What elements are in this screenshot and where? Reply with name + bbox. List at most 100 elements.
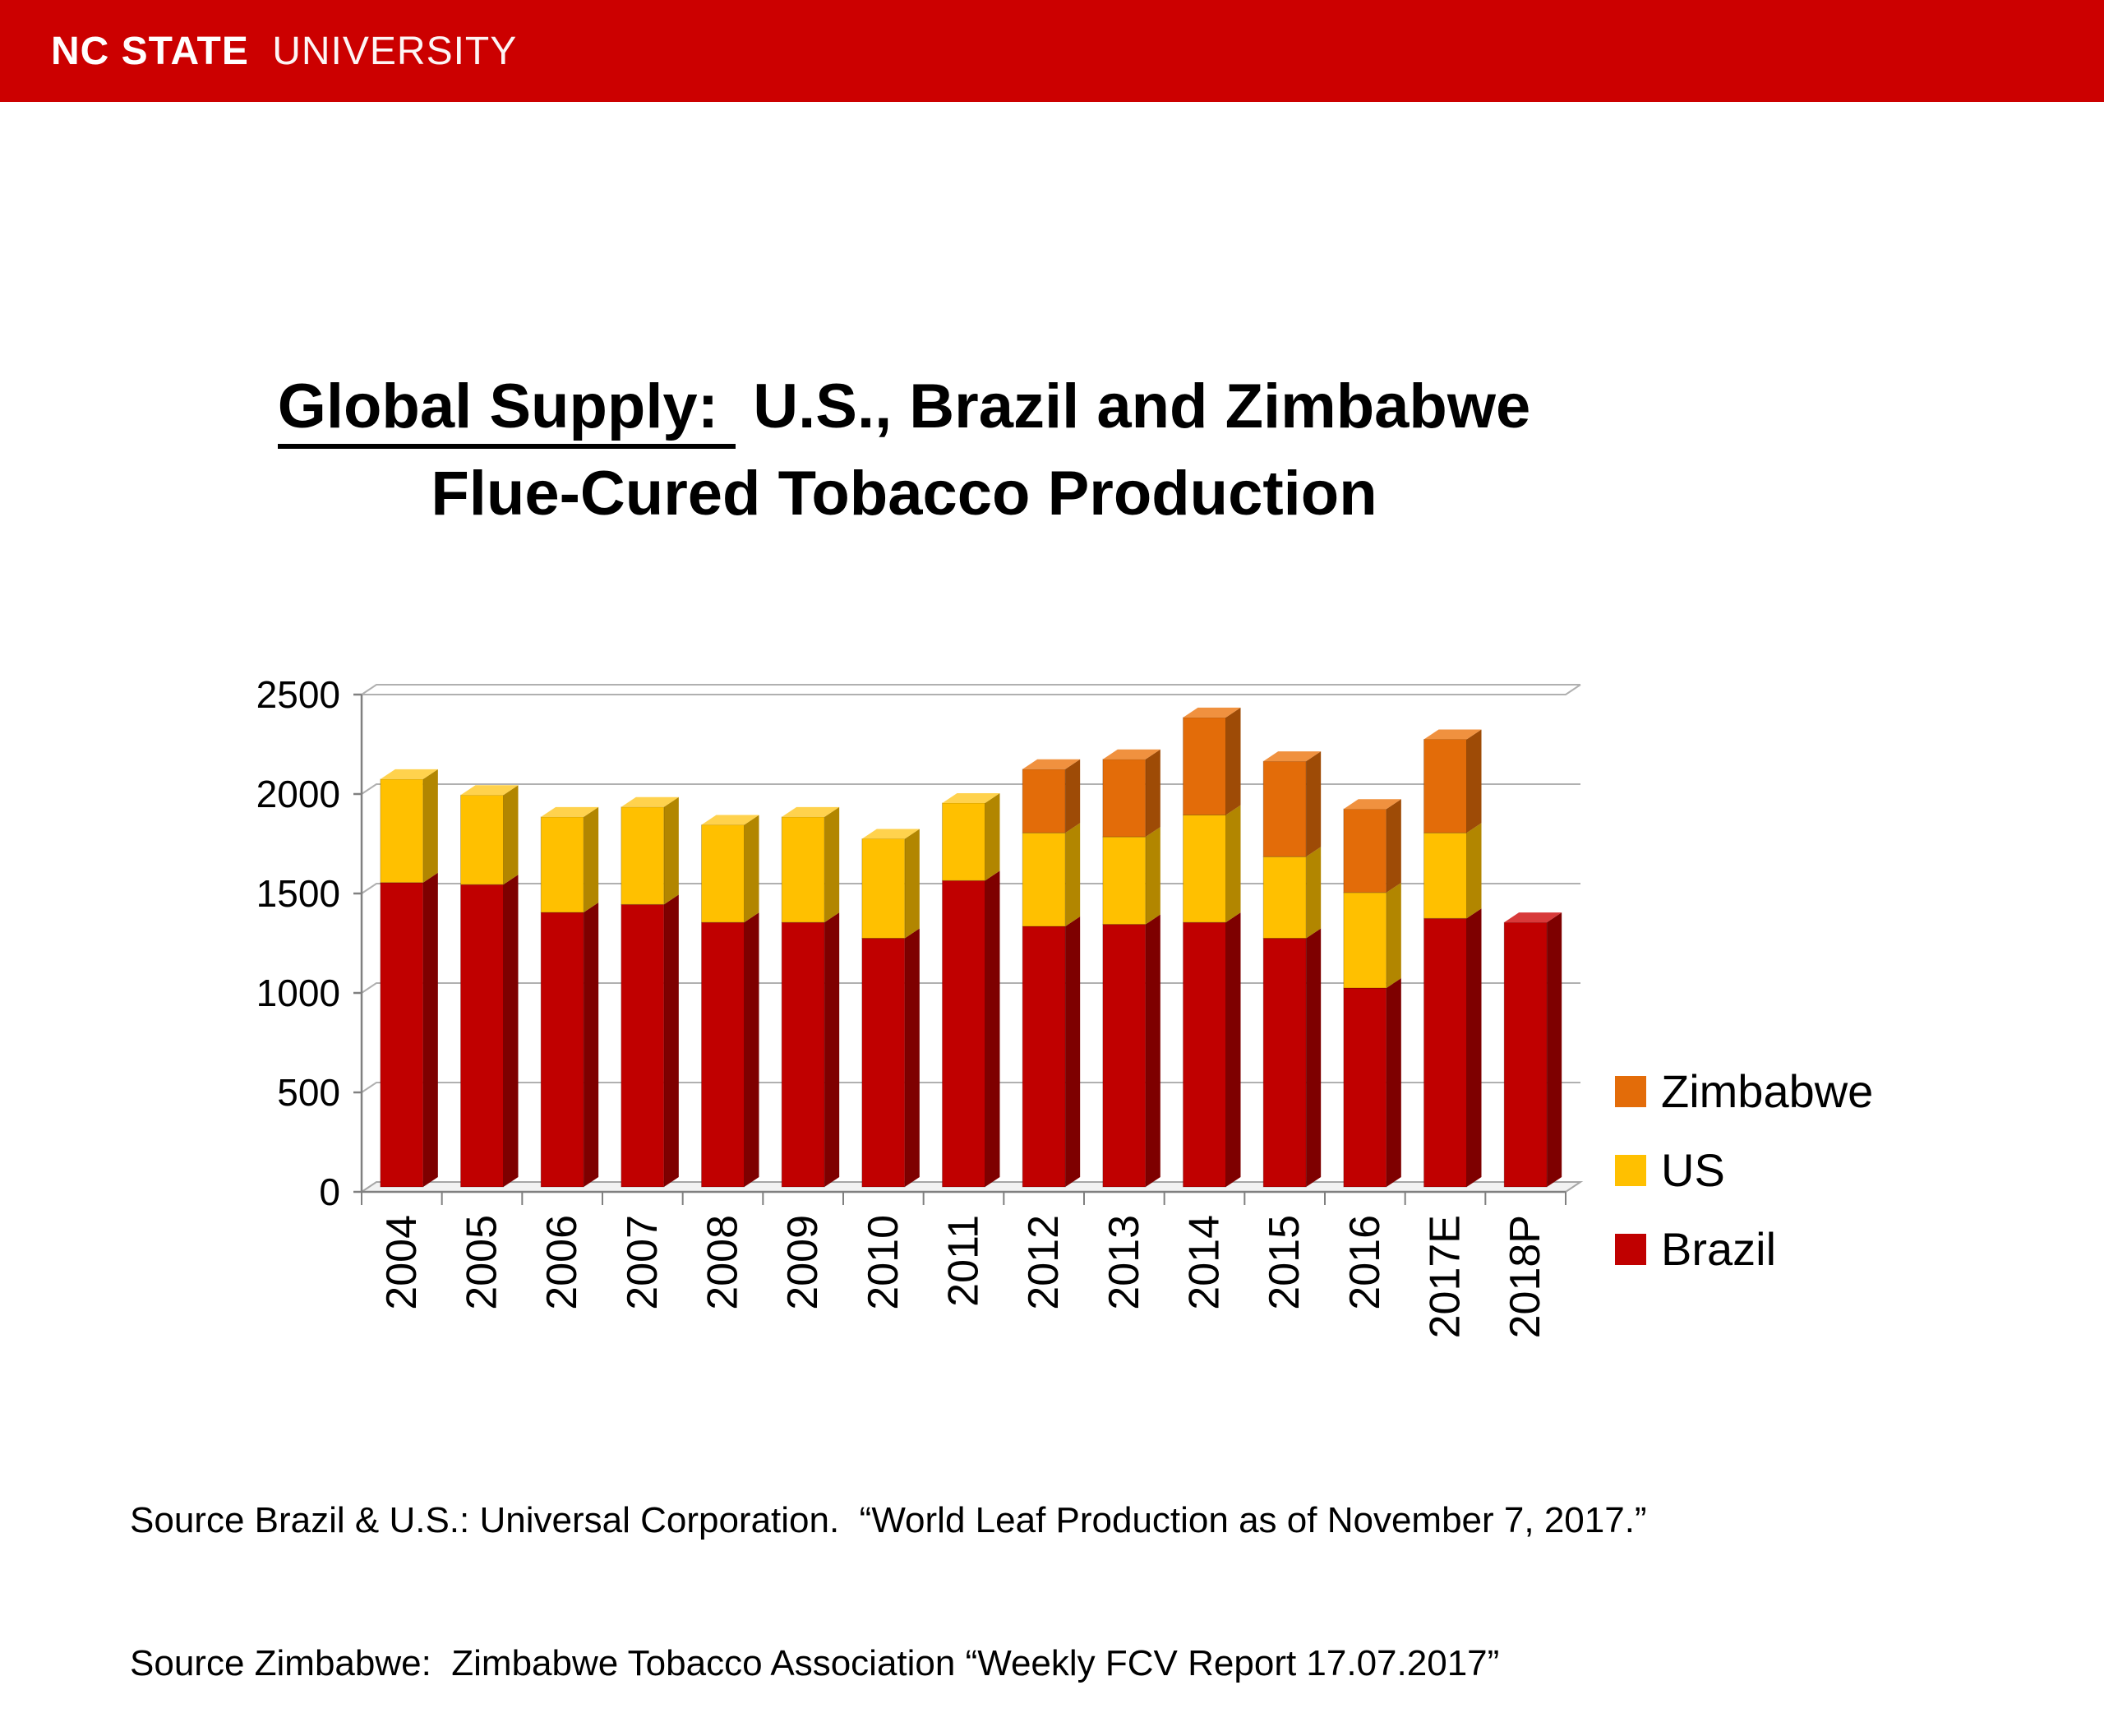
bar-side-us-2013: [1145, 827, 1160, 925]
x-axis-tick-label: 2018P: [1502, 1215, 1549, 1338]
x-axis-tick-label: 2005: [459, 1215, 506, 1310]
bar-side-us-2011: [985, 792, 1000, 881]
title-line-2: Flue-Cured Tobacco Production: [431, 459, 1377, 529]
bar-side-brazil-2010: [904, 928, 920, 1187]
bar-segment-brazil-2007: [621, 903, 665, 1188]
bar-side-brazil-2008: [744, 912, 759, 1187]
bar-side-zimbabwe-2014: [1225, 707, 1241, 815]
bar-top-2005: [460, 785, 519, 796]
bar-top-2008: [701, 815, 759, 825]
bar-segment-us-2007: [621, 806, 665, 905]
legend-label-zimbabwe: Zimbabwe: [1661, 1065, 1874, 1117]
bar-2009: [781, 806, 840, 1188]
bar-2014: [1183, 707, 1241, 1188]
brand-bold-text: NC STATE: [51, 29, 249, 73]
bar-2016: [1343, 799, 1401, 1188]
bar-segment-brazil-2016: [1343, 987, 1387, 1188]
bar-side-brazil-2006: [584, 903, 599, 1187]
legend-item-us: US: [1615, 1147, 1873, 1194]
bar-side-us-2008: [744, 815, 759, 923]
bar-segment-us-2011: [942, 802, 985, 881]
x-axis-tick-label: 2015: [1261, 1215, 1308, 1310]
gridlines: [361, 684, 1581, 1093]
nc-state-header: NC STATE UNIVERSITY: [0, 0, 2104, 102]
bar-segment-brazil-2017E: [1423, 917, 1467, 1188]
bar-side-us-2007: [663, 796, 679, 905]
bar-side-brazil-2013: [1145, 914, 1160, 1187]
bar-2018P: [1503, 912, 1562, 1188]
bar-side-brazil-2004: [422, 872, 438, 1187]
bar-segment-brazil-2015: [1262, 938, 1307, 1188]
bar-side-us-2005: [503, 785, 519, 885]
gridline: [361, 684, 1580, 695]
bar-top-2011: [942, 792, 1000, 803]
source-line-1: Source Brazil & U.S.: Universal Corporat…: [130, 1500, 1647, 1541]
legend-swatch-zimbabwe: [1615, 1076, 1646, 1107]
title-rest: U.S., Brazil and Zimbabwe: [736, 372, 1531, 441]
x-axis-tick-label: 2007: [619, 1215, 667, 1310]
bar-side-zimbabwe-2017E: [1466, 729, 1482, 833]
bar-side-brazil-2014: [1225, 912, 1241, 1187]
y-axis-tick-label: 2000: [256, 773, 340, 815]
bar-segment-us-2012: [1022, 832, 1066, 927]
x-axis-tick-label: 2010: [860, 1215, 907, 1310]
bar-side-brazil-2005: [503, 875, 519, 1187]
bar-segment-brazil-2018P: [1503, 921, 1548, 1188]
nc-state-logo: NC STATE UNIVERSITY: [51, 29, 517, 74]
bar-segment-zimbabwe-2013: [1102, 759, 1147, 838]
x-axis-tick-label: 2004: [378, 1215, 426, 1310]
bar-2008: [701, 815, 759, 1188]
bar-segment-zimbabwe-2016: [1343, 808, 1387, 893]
bar-segment-brazil-2013: [1102, 924, 1147, 1188]
bar-top-2009: [782, 806, 840, 817]
y-axis-tick-label: 0: [319, 1170, 340, 1213]
gridline: [361, 883, 1580, 894]
bar-side-zimbabwe-2015: [1306, 751, 1322, 857]
bar-top-2014: [1183, 707, 1241, 718]
source-notes: Source Brazil & U.S.: Universal Corporat…: [130, 1401, 1647, 1736]
bar-top-2007: [621, 796, 679, 807]
gridline: [361, 1082, 1580, 1093]
bar-side-us-2017E: [1466, 823, 1482, 919]
gridline: [361, 982, 1580, 994]
bar-segment-brazil-2012: [1022, 926, 1066, 1188]
bar-side-brazil-2011: [985, 870, 1000, 1187]
chart-legend: Zimbabwe US Brazil: [1615, 1069, 1873, 1272]
bar-segment-us-2005: [460, 794, 504, 885]
x-axis-tick-label: 2014: [1181, 1215, 1229, 1310]
bar-side-us-2004: [422, 769, 438, 883]
bar-segment-us-2009: [781, 816, 825, 923]
bar-segment-us-2017E: [1423, 832, 1467, 919]
bar-segment-brazil-2005: [460, 884, 504, 1188]
bar-side-us-2015: [1306, 847, 1322, 939]
roof-edge: [362, 684, 1581, 695]
x-axis-tick-label: 2013: [1100, 1215, 1148, 1310]
bar-2006: [540, 806, 599, 1188]
bar-side-brazil-2015: [1306, 928, 1322, 1187]
bar-segment-us-2016: [1343, 892, 1387, 989]
bar-top-2004: [380, 769, 438, 779]
bar-segment-zimbabwe-2012: [1022, 769, 1066, 833]
bar-2005: [460, 785, 519, 1188]
bar-side-brazil-2009: [824, 912, 840, 1187]
legend-swatch-brazil: [1615, 1234, 1646, 1265]
bar-top-2017E: [1423, 729, 1482, 740]
bar-segment-zimbabwe-2014: [1183, 717, 1226, 815]
bar-segment-us-2006: [540, 816, 584, 913]
bar-segment-us-2014: [1183, 814, 1226, 923]
bar-side-us-2016: [1386, 882, 1401, 988]
bar-2017E: [1423, 729, 1482, 1188]
bar-top-2016: [1343, 799, 1401, 810]
source-line-2: Source Zimbabwe: Zimbabwe Tobacco Associ…: [130, 1643, 1500, 1684]
y-axis-tick-label: 2500: [256, 673, 340, 716]
bar-2013: [1102, 749, 1160, 1188]
y-axis-tick-label: 1000: [256, 972, 340, 1014]
legend-swatch-us: [1615, 1155, 1646, 1186]
x-axis-tick-label: 2012: [1020, 1215, 1068, 1310]
bar-side-brazil-2017E: [1466, 908, 1482, 1187]
title-line-1: Global Supply: U.S., Brazil and Zimbabwe: [99, 363, 1710, 450]
bar-segment-brazil-2010: [861, 938, 906, 1188]
bar-side-brazil-2012: [1065, 916, 1081, 1187]
bar-segment-brazil-2004: [380, 882, 424, 1188]
bar-2004: [380, 769, 438, 1188]
